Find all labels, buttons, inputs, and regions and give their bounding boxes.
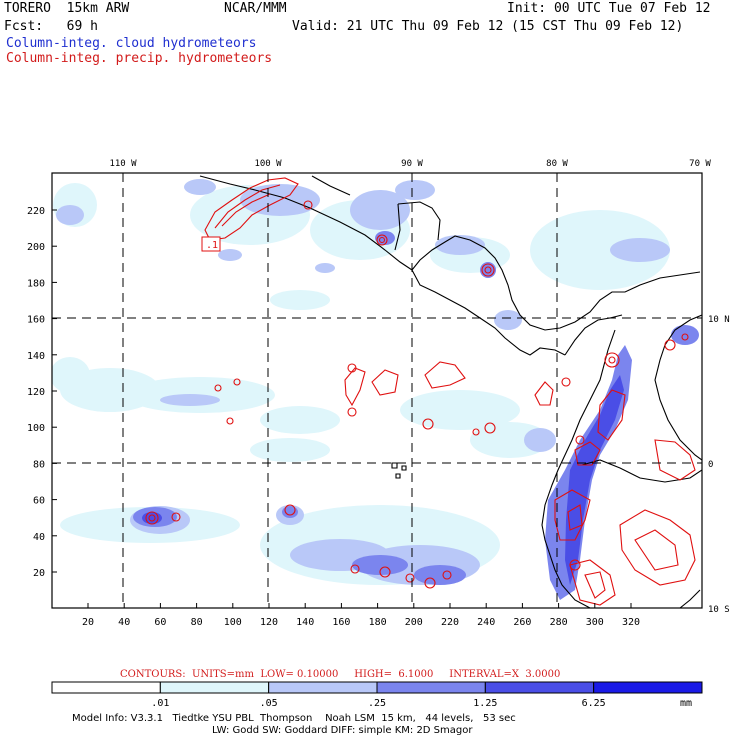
x-tick-label: 40 xyxy=(118,617,130,628)
color-bar-segment xyxy=(159,681,270,694)
y-index-labels: 20 40 60 80 100 120 140 160 180 200 220 xyxy=(27,206,45,579)
y-tick-label: 200 xyxy=(27,242,45,253)
latitude-labels: 10 N 0 10 S xyxy=(708,315,730,615)
y-tick-label: 160 xyxy=(27,315,45,326)
x-tick-label: 180 xyxy=(369,617,387,628)
contour-label-box xyxy=(201,236,221,252)
lat-label: 10 S xyxy=(708,605,730,615)
precip-contours xyxy=(145,177,696,606)
color-bar-label: .01 xyxy=(151,698,169,709)
x-tick-label: 80 xyxy=(191,617,203,628)
color-bar-label: 6.25 xyxy=(582,698,606,709)
cloud-hydrometeor-field xyxy=(52,175,702,608)
x-tick-label: 300 xyxy=(586,617,604,628)
valid-time: Valid: 21 UTC Thu 09 Feb 12 (15 CST Thu … xyxy=(292,19,684,34)
x-tick-label: 120 xyxy=(260,617,278,628)
color-bar-segment xyxy=(376,681,486,694)
x-tick-label: 20 xyxy=(82,617,94,628)
x-tick-label: 240 xyxy=(477,617,495,628)
y-tick-label: 120 xyxy=(27,387,45,398)
x-tick-label: 200 xyxy=(405,617,423,628)
y-tick-label: 220 xyxy=(27,206,45,217)
x-index-labels: 20 40 60 80 100 120 140 160 180 200 220 240 260 280 30… xyxy=(82,617,640,628)
lon-label: 70 W xyxy=(689,159,711,169)
lon-label: 80 W xyxy=(546,159,568,169)
contour-info: CONTOURS: UNITS=mm LOW= 0.10000 HIGH= 6.… xyxy=(120,669,560,680)
run-title: TORERO 15km ARW xyxy=(4,1,130,16)
lat-label: 10 N xyxy=(708,315,730,325)
color-bar-segment xyxy=(593,681,703,694)
model-info-line2: LW: Godd SW: Goddard DIFF: simple KM: 2D… xyxy=(212,725,473,736)
color-bar-segment xyxy=(484,681,595,694)
model-info-line1: Model Info: V3.3.1 Tiedtke YSU PBL Thomp… xyxy=(72,713,516,724)
color-bar-label: .05 xyxy=(260,698,278,709)
x-tick-label: 260 xyxy=(513,617,531,628)
field-cloud-label: Column-integ. cloud hydrometeors xyxy=(6,36,257,51)
color-bar-unit: mm xyxy=(680,698,692,709)
lon-label: 90 W xyxy=(401,159,423,169)
color-bar-segment xyxy=(51,681,161,694)
color-bar-label: .25 xyxy=(368,698,386,709)
x-tick-label: 320 xyxy=(622,617,640,628)
color-bar-label: 1.25 xyxy=(473,698,497,709)
x-tick-label: 220 xyxy=(441,617,459,628)
x-tick-label: 140 xyxy=(296,617,314,628)
y-tick-label: 60 xyxy=(33,496,45,507)
longitude-labels: 110 W 100 W 90 W 80 W 70 W xyxy=(109,159,711,169)
y-tick-label: 40 xyxy=(33,532,45,543)
field-precip-label: Column-integ. precip. hydrometeors xyxy=(6,51,273,66)
org-label: NCAR/MMM xyxy=(224,1,287,16)
coastlines xyxy=(199,175,702,608)
y-tick-label: 100 xyxy=(27,423,45,434)
y-tick-label: 20 xyxy=(33,568,45,579)
y-tick-label: 140 xyxy=(27,351,45,362)
color-bar xyxy=(51,681,703,694)
graticule xyxy=(52,173,702,608)
axis-ticks xyxy=(52,209,632,608)
x-tick-label: 100 xyxy=(224,617,242,628)
color-bar-segment xyxy=(268,681,378,694)
init-time: Init: 00 UTC Tue 07 Feb 12 xyxy=(507,1,711,16)
contour-label: .1 xyxy=(206,240,218,251)
lat-label: 0 xyxy=(708,460,713,470)
color-bar-labels: .01 .05 .25 1.25 6.25 xyxy=(151,698,605,709)
y-tick-label: 180 xyxy=(27,278,45,289)
forecast-hour: Fcst: 69 h xyxy=(4,19,98,34)
lon-label: 100 W xyxy=(254,159,282,169)
lon-label: 110 W xyxy=(109,159,137,169)
y-tick-label: 80 xyxy=(33,459,45,470)
x-tick-label: 160 xyxy=(332,617,350,628)
x-tick-label: 60 xyxy=(154,617,166,628)
x-tick-label: 280 xyxy=(550,617,568,628)
